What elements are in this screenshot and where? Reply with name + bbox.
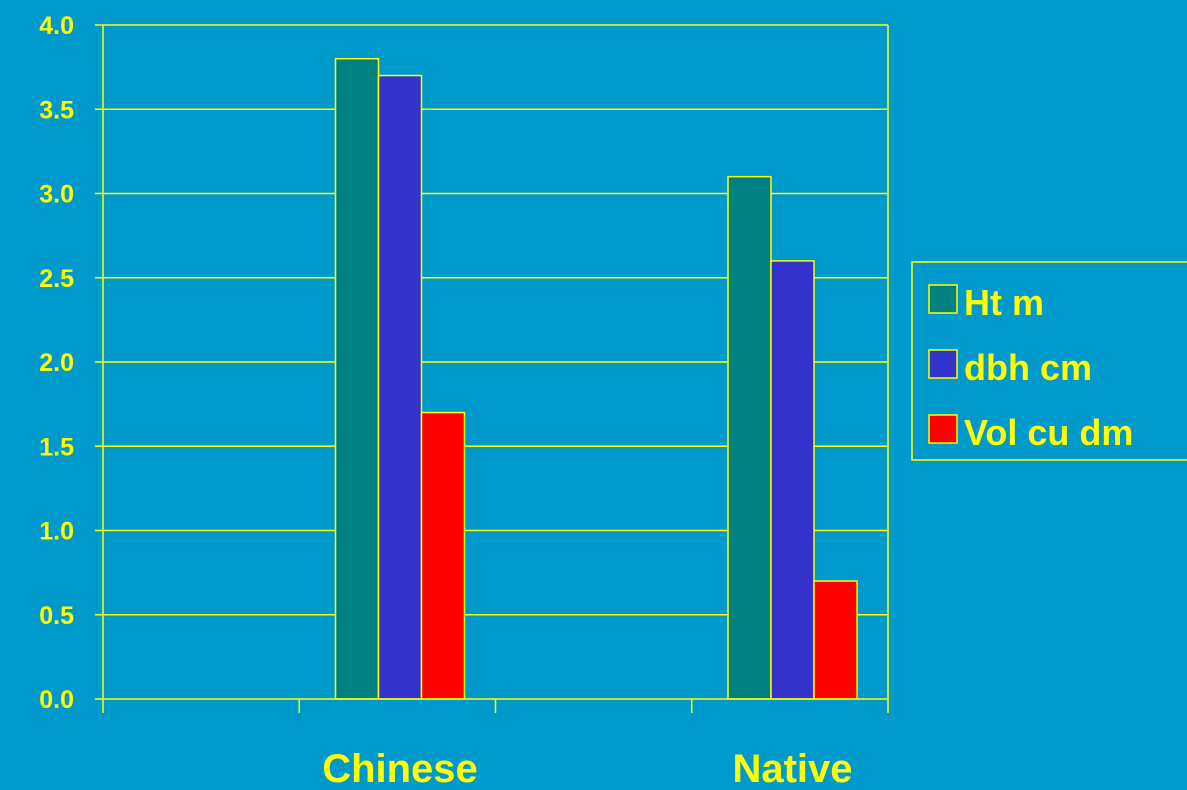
y-tick-label: 3.0 bbox=[39, 181, 74, 209]
x-category-label: Chinese bbox=[322, 747, 478, 790]
legend-label: Vol cu dm bbox=[964, 412, 1133, 453]
x-axis-category-labels: Chinese Native bbox=[322, 747, 852, 790]
legend-label: Ht m bbox=[964, 282, 1044, 323]
y-tick-label: 2.0 bbox=[39, 349, 74, 377]
y-tick-label: 1.5 bbox=[39, 433, 74, 461]
y-tick-label: 3.5 bbox=[39, 96, 74, 124]
bar-dbh-cm-chinese bbox=[377, 74, 423, 700]
y-tick-label: 1.0 bbox=[39, 518, 74, 546]
legend-swatch bbox=[928, 414, 958, 444]
y-tick-label: 0.0 bbox=[39, 686, 74, 714]
legend-swatch bbox=[928, 284, 958, 314]
legend: Ht m dbh cm Vol cu dm bbox=[911, 261, 1187, 461]
bar-ht-m-chinese bbox=[334, 57, 380, 700]
y-tick-label: 2.5 bbox=[39, 265, 74, 293]
x-category-label: Native bbox=[732, 747, 852, 790]
y-tick-label: 0.5 bbox=[39, 602, 74, 630]
bars bbox=[334, 57, 858, 700]
bar-vol-cu-dm-native bbox=[813, 580, 858, 700]
legend-label: dbh cm bbox=[964, 347, 1092, 388]
y-tick-label: 4.0 bbox=[39, 12, 74, 40]
axes bbox=[95, 24, 889, 713]
bar-dbh-cm-native bbox=[770, 260, 815, 700]
gridlines bbox=[103, 24, 888, 616]
legend-box bbox=[911, 261, 1187, 461]
legend-swatch bbox=[928, 349, 958, 379]
y-axis-tick-labels: 0.0 0.5 1.0 1.5 2.0 2.5 3.0 3.5 4.0 bbox=[39, 12, 74, 714]
bar-vol-cu-dm-chinese bbox=[420, 411, 466, 700]
bar-ht-m-native bbox=[727, 175, 772, 700]
